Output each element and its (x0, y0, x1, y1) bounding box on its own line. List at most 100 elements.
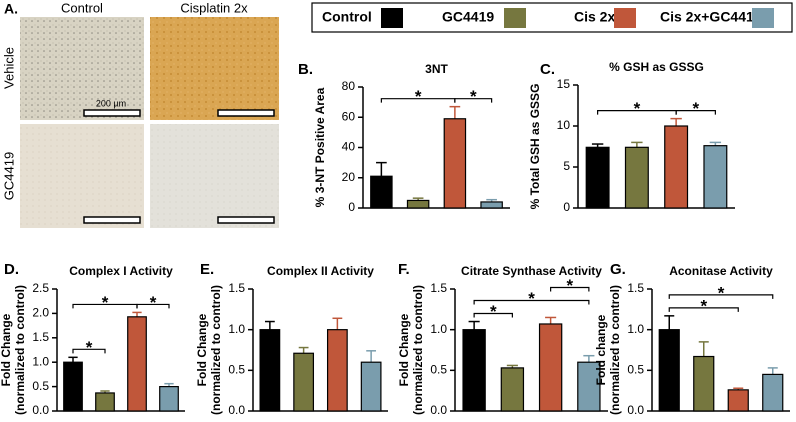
y-axis-label: Fold change (594, 314, 608, 385)
legend-label: Control (322, 9, 372, 25)
bar (127, 316, 147, 412)
significance-bracket (454, 98, 493, 103)
bar (577, 361, 601, 412)
y-tick-label: 5 (563, 159, 570, 173)
y-tick-label: 0.0 (627, 403, 644, 417)
panel-letter: C. (540, 61, 555, 78)
panel-letter: B. (298, 61, 313, 78)
y-axis-label: (normalized to control) (608, 285, 622, 415)
y-tick-label: 40 (342, 140, 356, 154)
bar (658, 329, 680, 412)
micrograph (20, 17, 144, 120)
significance-label: * (692, 99, 699, 118)
y-tick-label: 1.0 (228, 322, 245, 336)
y-tick-label: 0.0 (32, 403, 49, 417)
significance-bracket (473, 312, 513, 318)
significance-bracket (668, 294, 774, 299)
significance-label: * (700, 296, 707, 315)
y-tick-label: 2.5 (32, 281, 49, 295)
legend-label: GC4419 (442, 9, 494, 25)
y-tick-label: 1.5 (627, 281, 644, 295)
column-label: Cisplatin 2x (180, 0, 248, 15)
scale-bar (217, 109, 275, 117)
panel-letter: A. (4, 1, 18, 17)
bar (159, 386, 179, 412)
bar (462, 329, 486, 412)
y-tick-label: 2.0 (32, 306, 49, 320)
legend-label: Cis 2x+GC4419 (660, 9, 762, 25)
bar (259, 329, 281, 412)
micrograph (150, 17, 279, 120)
y-tick-label: 20 (342, 170, 356, 184)
bar (293, 352, 315, 412)
y-tick-label: 0.5 (228, 363, 245, 377)
y-tick-label: 60 (342, 109, 356, 123)
bar (63, 361, 83, 412)
significance-label: * (86, 338, 93, 357)
significance-label: * (718, 283, 725, 302)
scale-label: 200 µm (96, 98, 126, 108)
panel-letter: D. (4, 261, 19, 278)
legend-swatch (752, 8, 774, 28)
significance-label: * (102, 293, 109, 312)
bar (727, 389, 749, 412)
bar (406, 199, 430, 209)
y-axis-label: Fold Change (397, 313, 411, 386)
legend-swatch (614, 8, 636, 28)
significance-label: * (470, 87, 477, 106)
significance-bracket (668, 307, 739, 312)
y-tick-label: 0.5 (430, 363, 447, 377)
significance-bracket (72, 348, 106, 354)
y-axis-label: % 3-NT Positive Area (313, 87, 327, 207)
bar (624, 146, 649, 209)
y-tick-label: 0.5 (32, 379, 49, 393)
y-tick-label: 0 (563, 200, 570, 214)
y-axis-label: Fold Change (195, 313, 209, 386)
bar (693, 355, 715, 412)
y-tick-label: 15 (557, 77, 571, 91)
column-label: Control (61, 0, 103, 15)
chart-title: Complex I Activity (69, 264, 173, 278)
row-label: GC4419 (1, 152, 16, 200)
bar (326, 329, 348, 412)
chart-title: Citrate Synthase Activity (461, 264, 602, 278)
significance-label: * (566, 276, 573, 295)
legend-box (311, 2, 793, 33)
scale-bar (83, 109, 141, 117)
y-axis-label: (normalized to control) (209, 285, 223, 415)
y-axis-label: (normalized to control) (411, 285, 425, 415)
legend-swatch (381, 8, 403, 28)
scale-bar (83, 216, 141, 224)
y-tick-label: 1.0 (32, 354, 49, 368)
y-tick-label: 1.5 (228, 281, 245, 295)
y-tick-label: 80 (342, 79, 356, 93)
micrograph (150, 124, 279, 228)
bar (443, 118, 467, 209)
panel-letter: E. (200, 261, 214, 278)
micrograph (20, 124, 144, 228)
y-tick-label: 0.0 (228, 403, 245, 417)
bar (762, 373, 784, 412)
significance-bracket (473, 299, 590, 305)
panel-a: A. Control Cisplatin 2x Vehicle GC4419 2… (1, 0, 279, 228)
y-tick-label: 0.0 (430, 403, 447, 417)
y-axis-label: % Total GSH as GSSG (528, 84, 542, 210)
significance-bracket (675, 110, 716, 115)
significance-label: * (490, 302, 497, 321)
significance-label: * (415, 87, 422, 106)
significance-label: * (634, 99, 641, 118)
chart-title: 3NT (425, 62, 448, 76)
y-tick-label: 1.5 (32, 330, 49, 344)
y-tick-label: 1.5 (430, 281, 447, 295)
y-tick-label: 1.0 (627, 322, 644, 336)
bar (664, 125, 689, 209)
legend-swatch (504, 8, 526, 28)
bar (585, 146, 610, 209)
panel-letter: G. (610, 261, 626, 278)
bar (480, 201, 503, 209)
chart-title: Aconitase Activity (669, 264, 773, 278)
bar (703, 145, 728, 209)
legend-label: Cis 2x (574, 9, 615, 25)
row-label: Vehicle (1, 47, 16, 89)
bar (538, 323, 563, 412)
